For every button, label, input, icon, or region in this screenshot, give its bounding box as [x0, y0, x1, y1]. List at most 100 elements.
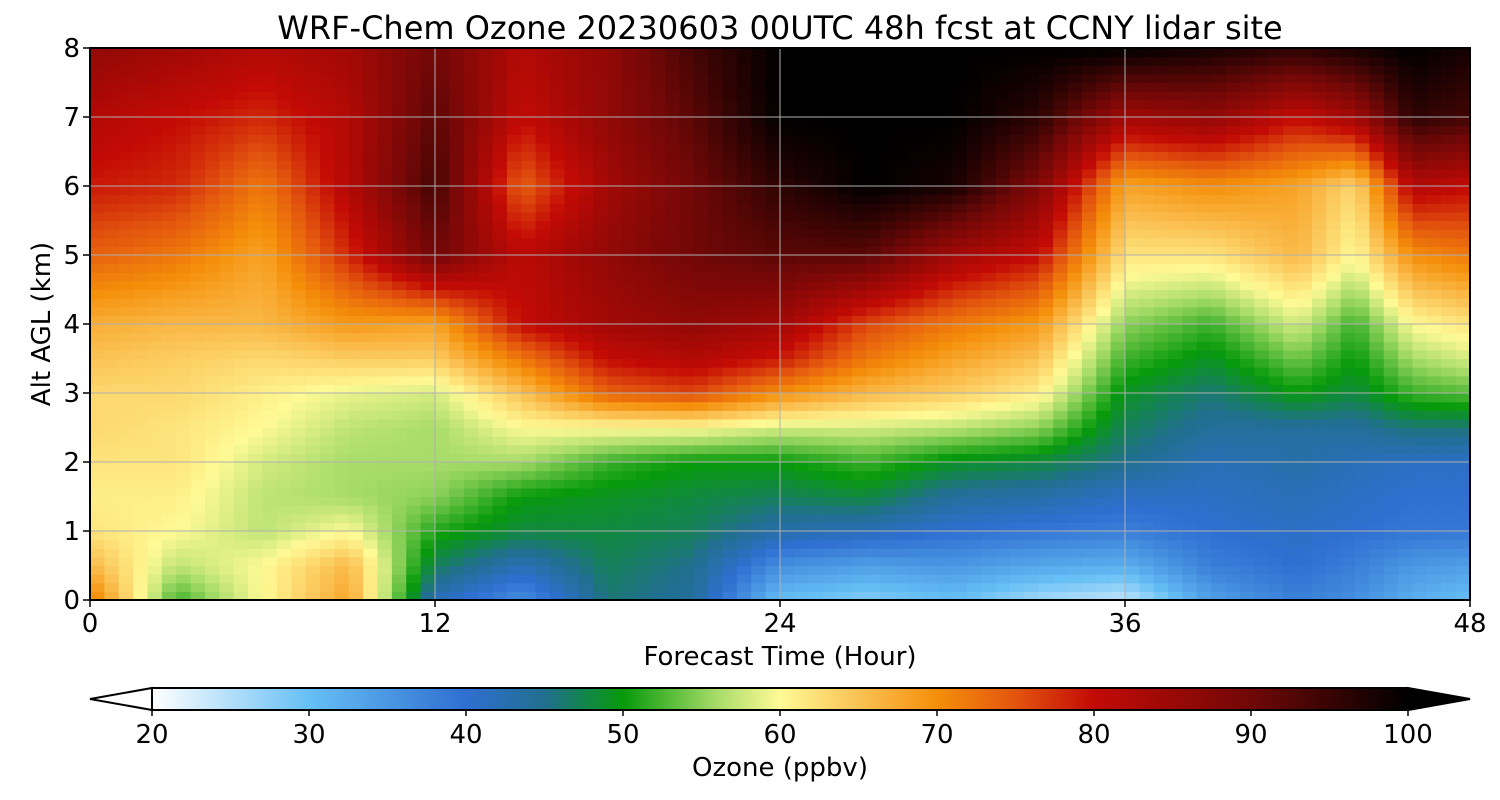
heatmap-cell — [780, 341, 795, 351]
heatmap-cell — [1268, 220, 1284, 230]
heatmap-cell — [391, 324, 407, 334]
heatmap-cell — [478, 272, 494, 282]
heatmap-cell — [1441, 229, 1457, 239]
heatmap-cell — [1081, 211, 1097, 222]
heatmap-cell — [995, 556, 1011, 567]
heatmap-cell — [305, 160, 321, 170]
heatmap-cell — [923, 306, 939, 316]
heatmap-cell — [1240, 203, 1255, 213]
heatmap-cell — [1297, 203, 1313, 213]
heatmap-cell — [420, 522, 436, 532]
heatmap-cell — [1067, 470, 1083, 480]
heatmap-cell — [334, 487, 350, 498]
heatmap-cell — [765, 582, 781, 592]
heatmap-cell — [1268, 151, 1284, 161]
heatmap-cell — [1211, 280, 1227, 291]
heatmap-cell — [665, 574, 680, 584]
heatmap-cell — [952, 591, 968, 601]
heatmap-cell — [621, 444, 637, 454]
heatmap-cell — [1067, 574, 1083, 584]
heatmap-cell — [866, 375, 882, 385]
heatmap-cell — [938, 211, 954, 222]
heatmap-cell — [1355, 358, 1370, 368]
heatmap-cell — [765, 487, 781, 498]
heatmap-cell — [880, 393, 896, 403]
heatmap-cell — [1340, 263, 1356, 273]
heatmap-cell — [1081, 246, 1097, 256]
heatmap-cell — [1268, 255, 1284, 265]
heatmap-cell — [1426, 582, 1442, 592]
heatmap-cell — [1326, 168, 1342, 178]
heatmap-cell — [650, 513, 666, 523]
heatmap-cell — [1196, 513, 1212, 523]
heatmap-cell — [1383, 246, 1399, 256]
heatmap-cell — [880, 358, 896, 368]
heatmap-cell — [1225, 444, 1241, 454]
heatmap-cell — [837, 556, 853, 567]
heatmap-cell — [118, 556, 134, 567]
heatmap-cell — [1211, 582, 1227, 592]
heatmap-cell — [564, 263, 580, 273]
heatmap-cell — [377, 272, 393, 282]
heatmap-cell — [621, 358, 637, 368]
heatmap-cell — [1311, 505, 1327, 515]
heatmap-cell — [578, 298, 594, 308]
heatmap-cell — [1311, 462, 1327, 472]
heatmap-cell — [233, 151, 249, 161]
heatmap-cell — [205, 349, 220, 360]
heatmap-cell — [837, 237, 853, 247]
heatmap-cell — [104, 246, 120, 256]
heatmap-cell — [1225, 229, 1241, 239]
heatmap-cell — [938, 246, 954, 256]
heatmap-cell — [751, 522, 767, 532]
heatmap-cell — [406, 522, 422, 532]
heatmap-cell — [1110, 358, 1126, 368]
heatmap-cell — [118, 168, 134, 178]
heatmap-cell — [866, 237, 882, 247]
heatmap-cell — [348, 237, 364, 247]
heatmap-cell — [1254, 211, 1270, 222]
heatmap-cell — [1254, 556, 1270, 567]
heatmap-cell — [722, 410, 738, 420]
heatmap-cell — [248, 211, 264, 222]
heatmap-cell — [1441, 177, 1457, 187]
heatmap-cell — [708, 539, 724, 549]
heatmap-cell — [492, 220, 508, 230]
heatmap-cell — [650, 315, 666, 325]
heatmap-cell — [1168, 505, 1184, 515]
heatmap-cell — [233, 255, 249, 265]
heatmap-cell — [880, 151, 896, 161]
heatmap-cell — [866, 436, 882, 446]
heatmap-cell — [1398, 522, 1414, 532]
heatmap-cell — [449, 410, 465, 420]
heatmap-cell — [1053, 393, 1069, 403]
heatmap-cell — [90, 315, 105, 325]
heatmap-cell — [506, 393, 522, 403]
heatmap-cell — [190, 548, 206, 558]
heatmap-cell — [1010, 479, 1025, 489]
heatmap-cell — [233, 298, 249, 308]
heatmap-cell — [1340, 384, 1356, 394]
heatmap-cell — [765, 358, 781, 368]
heatmap-cell — [1010, 444, 1025, 454]
heatmap-cell — [161, 513, 177, 523]
heatmap-cell — [1053, 358, 1069, 368]
heatmap-cell — [147, 289, 163, 299]
heatmap-cell — [492, 539, 508, 549]
heatmap-cell — [320, 470, 335, 480]
heatmap-cell — [377, 211, 393, 222]
heatmap-cell — [966, 444, 982, 454]
heatmap-cell — [1268, 367, 1284, 377]
heatmap-cell — [1398, 410, 1414, 420]
heatmap-cell — [1254, 332, 1270, 342]
heatmap-cell — [938, 263, 954, 273]
heatmap-cell — [981, 255, 997, 265]
heatmap-cell — [334, 358, 350, 368]
heatmap-cell — [1426, 410, 1442, 420]
heatmap-cell — [1067, 229, 1083, 239]
heatmap-cell — [133, 479, 149, 489]
heatmap-cell — [607, 229, 623, 239]
heatmap-cell — [90, 384, 105, 394]
heatmap-cell — [866, 427, 882, 437]
heatmap-cell — [535, 349, 551, 360]
